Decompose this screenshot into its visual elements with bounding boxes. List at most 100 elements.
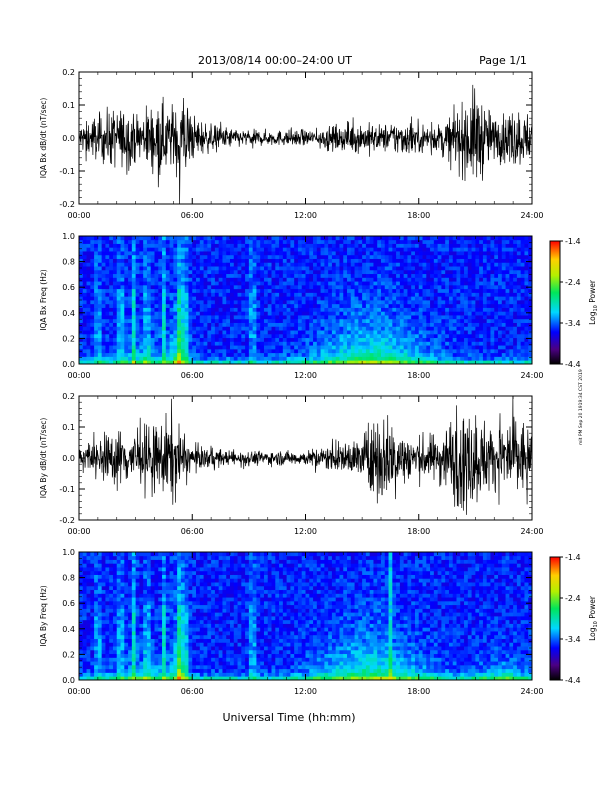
spectrogram-cell [445,288,450,293]
spectrogram-cell [479,262,484,267]
spectrogram-cell [180,348,186,354]
spectrogram-cell [116,315,121,320]
spectrogram-cell [339,303,344,308]
spectrogram-cell [177,333,182,339]
spectrogram-cell [86,296,91,301]
spectrogram-cell [516,266,522,271]
spectrogram-cell [331,262,337,267]
spectrogram-cell [335,243,340,248]
spectrogram-cell [169,360,174,365]
spectrogram-cell [120,243,125,248]
spectrogram-cell [422,258,427,263]
spectrogram-cell [347,356,352,361]
spectrogram-cell [97,236,103,241]
spectrogram-cell [320,292,325,297]
spectrogram-cell [226,269,231,275]
spectrogram-cell [94,277,99,282]
spectrogram-cell [218,296,223,301]
spectrogram-cell [501,303,506,308]
spectrogram-cell [139,296,144,301]
spectrogram-cell [350,356,355,361]
spectrogram-cell [203,247,208,252]
spectrogram-cell [230,247,235,252]
spectrogram-cell [94,266,99,271]
spectrogram-cell [79,326,84,331]
spectrogram-cell [101,600,106,606]
spectrogram-cell [456,247,461,252]
spectrogram-cell [498,303,503,308]
spectrogram-cell [116,356,121,361]
spectrogram-cell [520,352,525,357]
spectrogram-cell [120,341,125,346]
spectrogram-cell [79,247,84,252]
spectrogram-cell [290,345,295,350]
spectrogram-cell [131,277,137,282]
spectrogram-cell [320,348,325,354]
spectrogram-cell [464,288,469,293]
spectrogram-cell [112,345,118,350]
spectrogram-cell [475,307,480,312]
spectrogram-cell [150,337,155,342]
spectrogram-cell [328,337,333,342]
spectrogram-cell [245,330,250,335]
spectrogram-cell [165,307,170,312]
spectrogram-cell [120,600,125,606]
spectrogram-cell [131,559,137,564]
spectrogram-cell [184,326,189,331]
spectrogram-cell [131,348,137,354]
spectrogram-cell [248,292,254,297]
spectrogram-cell [396,352,401,357]
spectrogram-cell [101,288,106,293]
spectrogram-cell [143,311,148,316]
spectrogram-cell [226,322,231,327]
spectrogram-cell [418,281,423,286]
spectrogram-cell [411,236,416,241]
spectrogram-cell [263,243,269,248]
x-tick-label: 24:00 [520,527,543,536]
spectrogram-cell [109,593,114,598]
spectrogram-cell [79,337,84,342]
spectrogram-cell [90,619,95,624]
spectrogram-cell [460,307,465,312]
spectrogram-cell [365,300,371,305]
spectrogram-cell [94,315,99,320]
spectrogram-cell [365,315,371,320]
spectrogram-cell [79,642,84,647]
spectrogram-cell [347,273,352,278]
spectrogram-cell [309,360,314,365]
spectrogram-cell [301,337,306,342]
spectrogram-cell [297,360,303,365]
spectrogram-cell [414,322,420,327]
spectrogram-cell [369,326,374,331]
spectrogram-cell [494,243,499,248]
spectrogram-cell [192,277,197,282]
spectrogram-cell [320,360,325,365]
spectrogram-cell [275,281,280,286]
spectrogram-cell [97,676,103,681]
spectrogram-cell [309,273,314,278]
spectrogram-cell [158,266,163,271]
spectrogram-cell [173,303,178,308]
spectrogram-cell [324,273,329,278]
spectrogram-cell [362,345,367,350]
spectrogram-cell [388,322,393,327]
spectrogram-cell [82,552,87,557]
spectrogram-cell [433,311,439,316]
spectrogram-cell [79,585,84,591]
spectrogram-cell [116,559,121,564]
spectrogram-cell [437,315,442,320]
spectrogram-cell [373,311,378,316]
spectrogram-cell [263,326,269,331]
spectrogram-cell [286,243,291,248]
spectrogram-cell [448,300,454,305]
spectrogram-cell [301,303,306,308]
spectrogram-cell [199,337,204,342]
spectrogram-cell [162,352,167,357]
spectrogram-cell [422,236,427,241]
spectrogram-cell [282,236,288,241]
spectrogram-cell [407,292,412,297]
spectrogram-cell [241,360,246,365]
spectrogram-cell [90,559,95,564]
spectrogram-cell [520,251,525,256]
spectrogram-cell [275,348,280,354]
